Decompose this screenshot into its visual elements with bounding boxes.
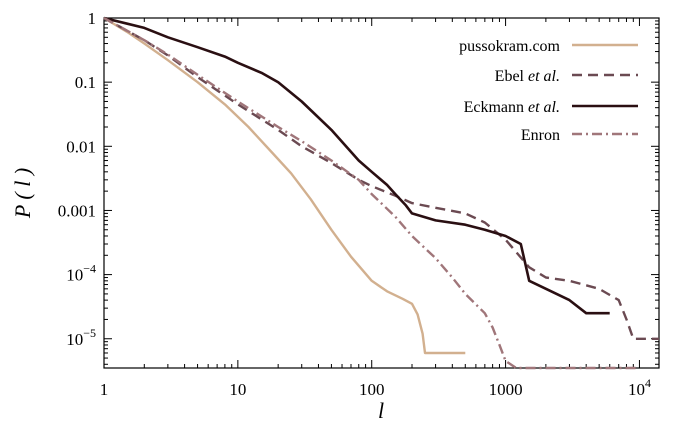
x-tick-label: 1: [100, 380, 109, 399]
legend-label: Eckmann et al.: [464, 99, 560, 116]
legend-label: pussokram.com: [459, 38, 560, 55]
y-tick-label: 0.01: [66, 137, 96, 156]
series-lines: [103, 16, 659, 370]
y-tick-label: 0.001: [58, 201, 96, 220]
y-tick-label: 10−5: [66, 326, 96, 349]
x-tick-label: 100: [359, 380, 385, 399]
legend-label: Enron: [521, 127, 560, 144]
series-line: [103, 16, 610, 315]
x-tick-label: 1000: [489, 380, 523, 399]
y-tick-label: 1: [88, 9, 97, 28]
y-tick-label: 0.1: [75, 73, 96, 92]
x-tick-label: 10: [229, 380, 246, 399]
x-axis-label: l: [378, 398, 384, 423]
series-line: [103, 16, 659, 340]
series-line: [103, 16, 640, 370]
plot-frame: [103, 17, 660, 369]
x-tick-label: 104: [628, 376, 651, 399]
y-tick-label: 10−4: [66, 262, 96, 285]
series-line: [103, 16, 466, 355]
legend-label: Ebel et al.: [495, 68, 560, 85]
legend: pussokram.com Ebel et al. Eckmann et al. En…: [459, 38, 638, 144]
y-axis-label: P ( l ): [10, 168, 35, 219]
axis-tick-labels: 1 10 100 1000 104 1 0.1 0.01 0.001 10−4 10−5: [58, 9, 651, 399]
